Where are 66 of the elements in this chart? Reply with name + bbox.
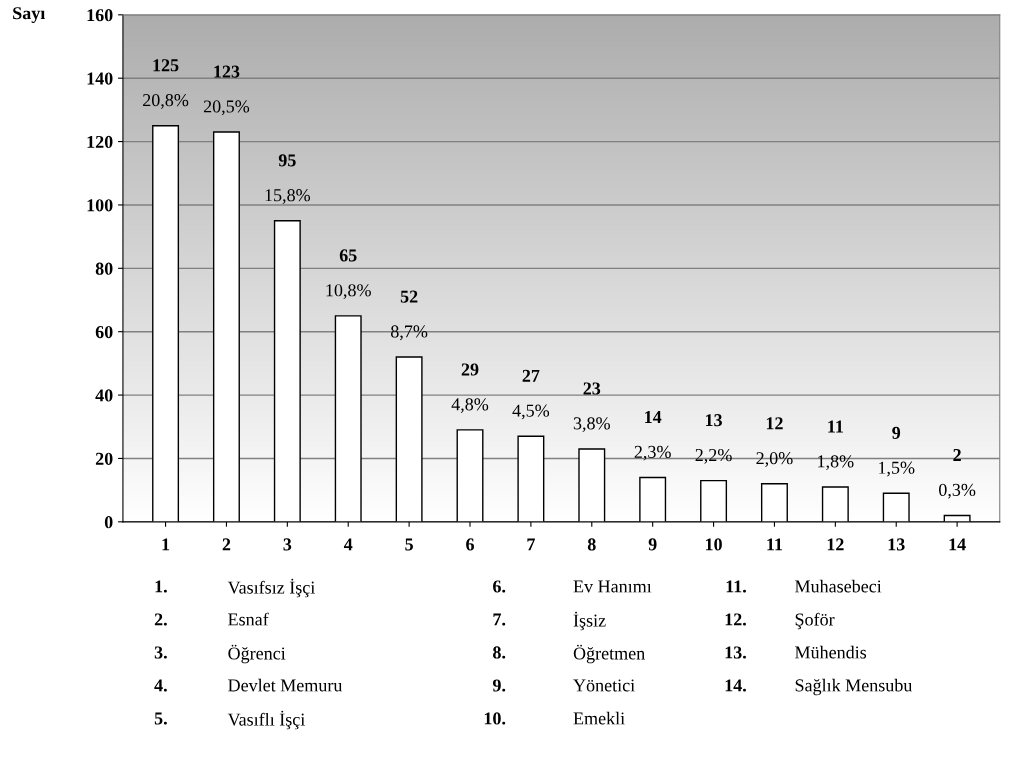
text: 14. Sağlık Mensubu	[725, 678, 913, 696]
x-tick-label: 1	[162, 538, 170, 551]
data-label: 95	[278, 154, 296, 167]
annotation: 15,8%	[265, 189, 311, 204]
data-label: 123	[214, 65, 240, 78]
text: 13. Mühendis	[725, 645, 867, 659]
data-label: 29	[461, 363, 479, 376]
data-label: 9	[892, 426, 901, 439]
y-axis-title: Sayı	[13, 7, 46, 24]
text: 6. Ev Hanımı	[493, 580, 652, 593]
text: 7. İşsiz	[493, 611, 606, 631]
text: 1. Vasıfsız İşçi	[155, 578, 315, 598]
x-tick-label: 8	[587, 538, 596, 551]
x-tick-label: 13	[888, 538, 905, 551]
annotation: 0,3%	[939, 483, 976, 499]
y-tick-label: 100	[87, 199, 113, 212]
y-tick-label: 80	[95, 262, 113, 275]
annotation: 4,5%	[512, 404, 550, 420]
annotation: 1,8%	[818, 455, 854, 471]
x-tick-label: 2	[222, 538, 231, 551]
annotation: 3,8%	[573, 417, 610, 433]
x-tick-label: 9	[648, 538, 657, 551]
x-tick-label: 14	[949, 538, 966, 551]
y-tick-label: 0	[104, 516, 113, 529]
text: 11. Muhasebeci	[726, 579, 882, 593]
text: 2. Esnaf	[154, 612, 269, 626]
data-label: 52	[400, 290, 418, 303]
y-tick-label: 140	[87, 72, 113, 85]
data-label: 13	[705, 414, 722, 427]
data-label: 11	[828, 420, 843, 433]
annotation: 20,8%	[143, 94, 189, 109]
annotation: 8,7%	[391, 325, 428, 341]
text: 9. Yönetici	[492, 679, 635, 692]
x-tick-label: 12	[827, 538, 844, 551]
x-tick-label: 3	[283, 538, 292, 551]
text: 3. Öğrenci	[154, 644, 286, 664]
text: 8. Öğretmen	[493, 644, 645, 664]
text: 10. Emekli	[484, 711, 625, 725]
annotation: 2,3%	[634, 445, 671, 461]
y-tick-label: 60	[95, 325, 113, 339]
y-tick-label: 120	[87, 135, 113, 149]
data-label: 2	[953, 448, 961, 461]
annotation: 2,0%	[756, 452, 793, 467]
x-tick-label: 11	[767, 538, 783, 551]
annotation: 2,2%	[695, 448, 732, 464]
y-tick-label: 40	[95, 389, 113, 402]
text: 12. Şoför	[725, 612, 835, 630]
x-tick-label: 4	[343, 538, 353, 551]
text: 4. Devlet Memuru	[154, 678, 343, 692]
data-label: 125	[153, 59, 179, 72]
y-tick-label: 20	[95, 452, 113, 465]
data-label: 12	[766, 417, 783, 430]
data-label: 65	[339, 249, 357, 262]
x-tick-label: 5	[405, 538, 413, 551]
data-label: 27	[522, 369, 540, 382]
data-label: 23	[583, 382, 601, 395]
annotation: 4,8%	[451, 398, 489, 414]
text: 5. Vasıflı İşçi	[154, 710, 305, 730]
annotation: 20,5%	[203, 100, 250, 116]
x-tick-label: 7	[527, 538, 535, 551]
x-tick-label: 10	[705, 538, 722, 551]
annotation: 10,8%	[326, 284, 371, 299]
y-tick-label: 160	[87, 9, 113, 22]
data-label: 14	[645, 410, 662, 423]
annotation: 1,5%	[879, 461, 915, 477]
x-tick-label: 6	[466, 538, 474, 551]
